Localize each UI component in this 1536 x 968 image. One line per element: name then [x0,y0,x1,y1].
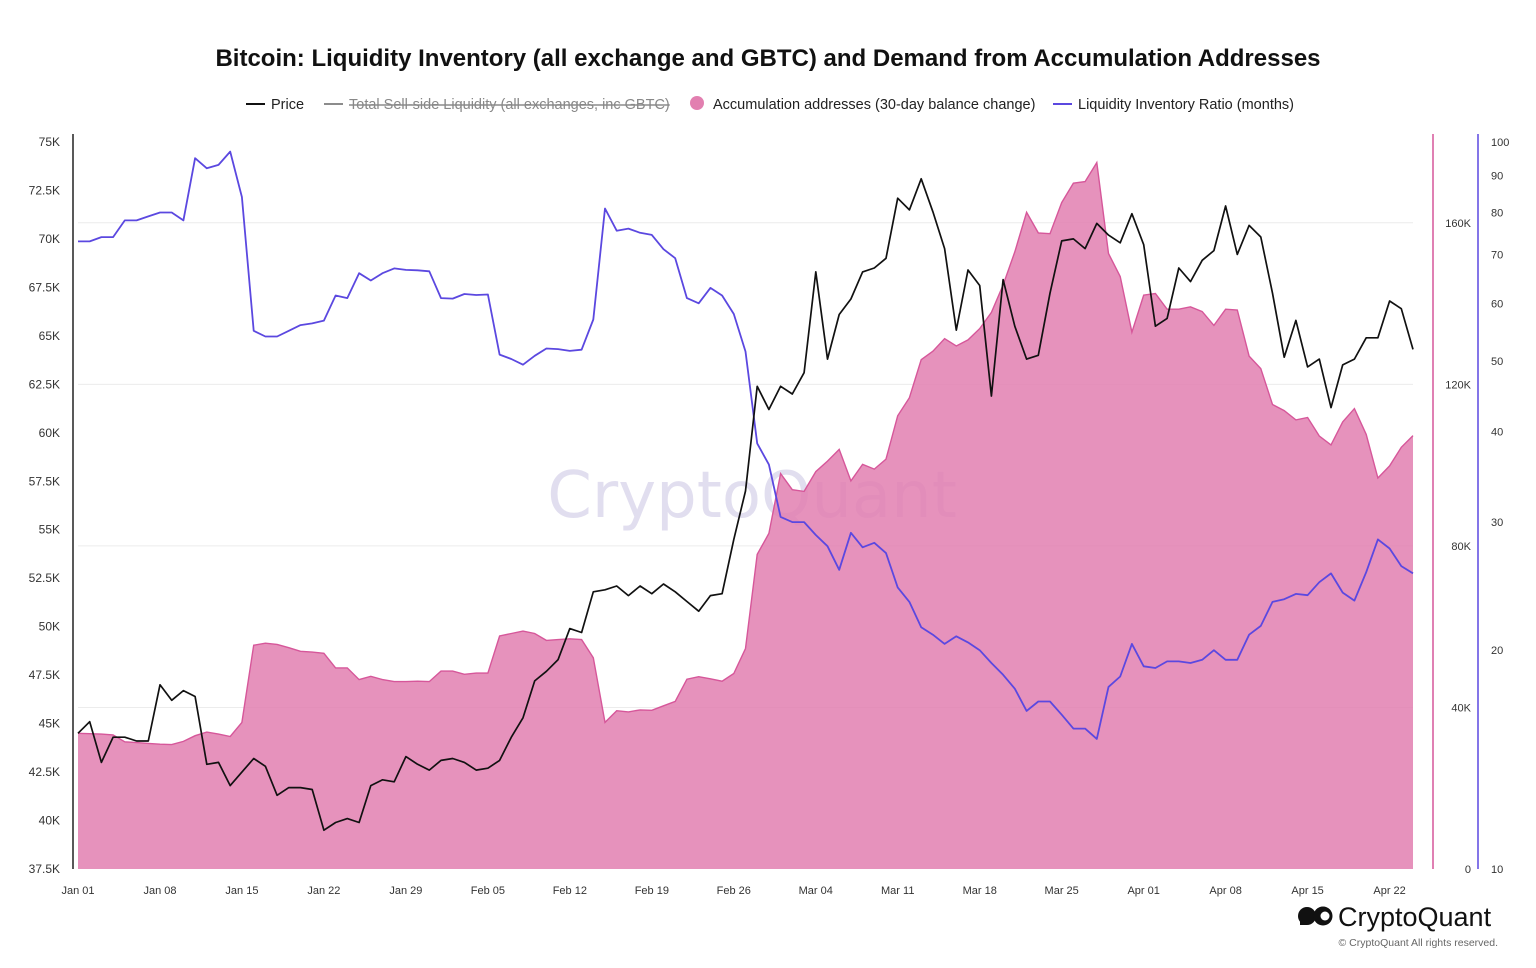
left-axis-tick-label: 50K [39,620,60,634]
legend-item-liquidity-inventory-ratio[interactable]: Liquidity Inventory Ratio (months) [1053,97,1294,113]
x-axis-tick-label: Apr 08 [1209,885,1241,897]
left-axis-tick-label: 37.5K [29,862,60,876]
legend-accumulation-label: Accumulation addresses (30-day balance c… [713,97,1035,113]
ratio-axis-tick-label: 30 [1491,517,1503,529]
left-axis-tick-label: 57.5K [29,474,60,488]
price-series-line [77,177,1414,832]
brand-logo: CryptoQuant [1298,902,1492,932]
left-axis-tick-label: 42.5K [29,765,60,779]
x-axis-tick-label: Mar 25 [1045,885,1079,897]
liquidity-ratio-series-line [78,150,1414,740]
x-axis-tick-label: Jan 08 [143,885,176,897]
ratio-axis-tick-label: 40 [1491,426,1503,438]
x-axis-tick-label: Apr 15 [1291,885,1323,897]
x-axis-tick-label: Jan 29 [389,885,422,897]
left-axis-tick-label: 45K [39,717,60,731]
copyright-text: © CryptoQuant All rights reserved. [1339,937,1498,949]
chart-title: Bitcoin: Liquidity Inventory (all exchan… [215,45,1320,72]
x-axis-tick-label: Jan 15 [225,885,258,897]
left-axis-tick-label: 65K [39,329,60,343]
left-axis-tick-label: 55K [39,523,60,537]
accumulation-axis-tick-label: 80K [1451,541,1471,553]
series-lines-layer [77,150,1414,832]
legend-item-total-sell-side-liquidity[interactable]: Total Sell-side Liquidity (all exchanges… [324,97,670,113]
ratio-axis-tick-label: 10 [1491,864,1503,876]
ratio-axis-tick-label: 20 [1491,645,1503,657]
x-axis-tick-label: Jan 01 [61,885,94,897]
left-axis-tick-label: 75K [39,135,60,149]
accumulation-axis-tick-label: 40K [1451,702,1471,714]
accumulation-area-layer [77,160,1414,870]
accumulation-series-line [77,160,1414,746]
x-axis-tick-label: Apr 01 [1127,885,1159,897]
x-axis-tick-label: Feb 19 [635,885,669,897]
ratio-axis-tick-label: 80 [1491,207,1503,219]
axes: 37.5K 40K 42.5K 45K 47.5K 50K 52.5K 55K 57.5K 60K… [29,134,1509,897]
left-axis-tick-label: 62.5K [29,377,60,391]
cryptoquant-logo-icon [1298,906,1333,926]
x-axis-tick-label: Feb 05 [471,885,505,897]
legend-item-price[interactable]: Price [246,97,304,113]
accumulation-axis-tick-label: 0 [1465,864,1471,876]
left-axis-tick-label: 70K [39,232,60,246]
x-axis-tick-label: Feb 12 [553,885,587,897]
ratio-axis-tick-label: 90 [1491,170,1503,182]
x-axis-tick-label: Mar 18 [963,885,997,897]
x-axis-tick-label: Mar 11 [881,885,914,897]
legend-accumulation-swatch-icon [690,96,704,110]
left-axis-tick-label: 60K [39,426,60,440]
ratio-axis-tick-label: 60 [1491,298,1503,310]
accumulation-axis-tick-label: 120K [1445,379,1471,391]
x-axis-tick-label: Mar 04 [799,885,833,897]
left-axis-tick-label: 40K [39,814,60,828]
legend: Price Total Sell-side Liquidity (all exc… [246,96,1294,113]
left-axis-tick-label: 52.5K [29,571,60,585]
legend-liquidity-label: Total Sell-side Liquidity (all exchanges… [349,97,670,113]
left-axis-tick-label: 72.5K [29,183,60,197]
x-axis-tick-label: Feb 26 [717,885,751,897]
ratio-axis-tick-label: 100 [1491,137,1509,149]
legend-item-accumulation-addresses[interactable]: Accumulation addresses (30-day balance c… [690,96,1035,113]
left-axis-tick-label: 47.5K [29,668,60,682]
accumulation-area [78,162,1413,870]
x-axis-tick-label: Apr 22 [1373,885,1405,897]
brand-name: CryptoQuant [1338,902,1492,932]
legend-ratio-label: Liquidity Inventory Ratio (months) [1078,97,1294,113]
legend-price-label: Price [271,97,304,113]
left-axis-tick-label: 67.5K [29,280,60,294]
x-axis-tick-label: Jan 22 [307,885,340,897]
accumulation-axis-tick-label: 160K [1445,218,1471,230]
ratio-axis-tick-label: 50 [1491,356,1503,368]
ratio-axis-tick-label: 70 [1491,250,1503,262]
